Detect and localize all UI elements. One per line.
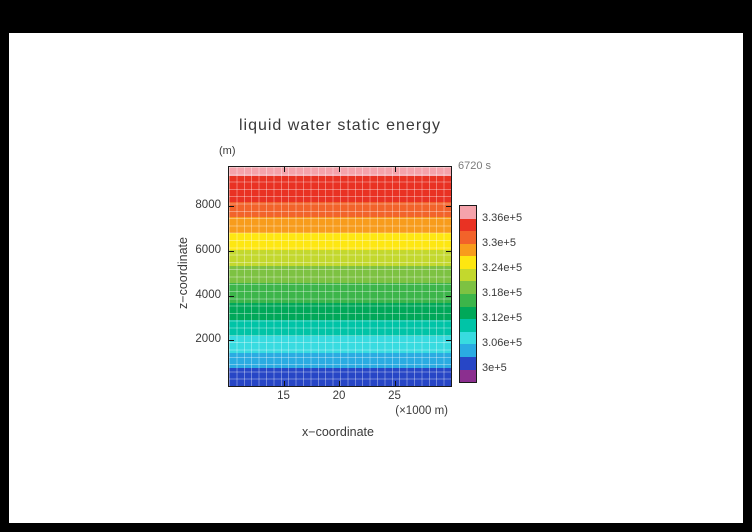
contour-band xyxy=(229,368,451,386)
plot-canvas: liquid water static energy (m) 6720 s z−… xyxy=(9,33,743,523)
contour-band xyxy=(229,283,451,303)
x-tick-label: 15 xyxy=(277,390,290,402)
colorbar xyxy=(459,205,477,383)
colorbar-segment xyxy=(460,218,476,232)
axis-tick-mark xyxy=(339,381,340,386)
y-tick-label: 2000 xyxy=(195,333,221,346)
colorbar-tick-label: 3.24e+5 xyxy=(482,261,523,274)
contour-band xyxy=(229,167,451,176)
axis-tick-mark xyxy=(229,295,234,297)
colorbar-segment xyxy=(460,268,476,282)
contour-plot-area xyxy=(228,166,452,387)
axis-tick-mark xyxy=(446,295,451,297)
axis-tick-mark xyxy=(229,250,234,252)
axis-tick-mark xyxy=(394,167,396,172)
axis-tick-mark xyxy=(446,206,451,208)
colorbar-segment xyxy=(460,331,476,345)
colorbar-tick-label: 3.3e+5 xyxy=(482,236,516,249)
colorbar-segment xyxy=(460,294,476,307)
colorbar-segment xyxy=(460,281,476,295)
colorbar-segment xyxy=(460,256,476,269)
colorbar-tick-label: 3.36e+5 xyxy=(482,211,523,224)
time-annotation: 6720 s xyxy=(458,160,492,172)
y-tick-label: 8000 xyxy=(195,199,221,212)
y-axis-unit-label: (m) xyxy=(219,145,236,157)
colorbar-segment xyxy=(460,344,476,357)
axis-tick-mark xyxy=(339,167,340,172)
contour-band xyxy=(229,175,451,203)
colorbar-segment xyxy=(460,319,476,332)
colorbar-tick-label: 3e+5 xyxy=(482,362,507,375)
contour-band xyxy=(229,265,451,284)
x-tick-label: 20 xyxy=(332,390,346,402)
colorbar-segment xyxy=(460,369,476,383)
contour-band xyxy=(229,202,451,218)
colorbar-segment xyxy=(460,306,476,320)
x-axis-unit-label: (×1000 m) xyxy=(395,405,448,417)
colorbar-tick-label: 3.12e+5 xyxy=(482,312,523,325)
x-tick-label: 25 xyxy=(388,390,401,402)
chart-title: liquid water static energy xyxy=(238,117,442,134)
x-axis-label: x−coordinate xyxy=(302,425,374,439)
contour-field xyxy=(229,167,451,386)
colorbar-segment xyxy=(460,206,476,219)
contour-band xyxy=(229,217,451,233)
contour-band xyxy=(229,320,451,336)
axis-tick-mark xyxy=(229,206,234,208)
contour-band xyxy=(229,302,451,321)
y-axis-label: z−coordinate xyxy=(176,237,190,309)
contour-band xyxy=(229,232,451,251)
contour-band xyxy=(229,353,451,369)
axis-tick-mark xyxy=(283,381,285,386)
axis-tick-mark xyxy=(446,250,451,252)
colorbar-tick-label: 3.06e+5 xyxy=(482,337,523,350)
axis-tick-mark xyxy=(446,340,451,342)
colorbar-segment xyxy=(460,231,476,244)
colorbar-tick-label: 3.18e+5 xyxy=(482,287,523,299)
axis-tick-mark xyxy=(283,167,285,172)
axis-tick-mark xyxy=(394,381,396,386)
y-tick-label: 4000 xyxy=(195,288,221,301)
colorbar-segment xyxy=(460,243,476,257)
contour-band xyxy=(229,250,451,266)
contour-band xyxy=(229,335,451,354)
colorbar-segment xyxy=(460,356,476,370)
y-tick-label: 6000 xyxy=(195,243,221,256)
axis-tick-mark xyxy=(229,340,234,342)
